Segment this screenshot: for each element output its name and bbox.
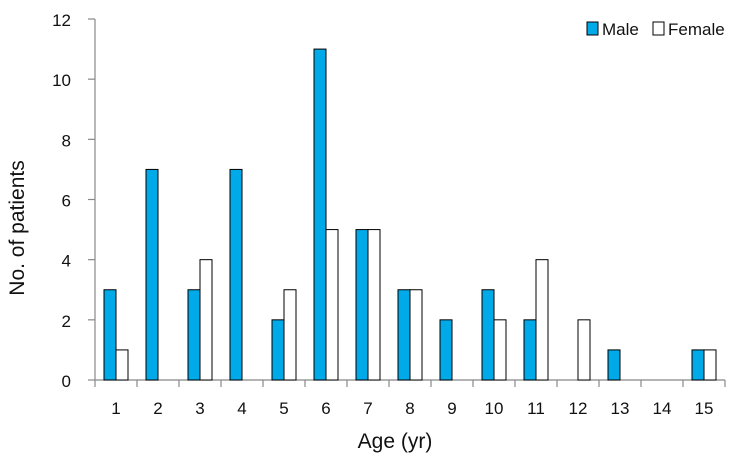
y-tick-label: 2 — [62, 312, 71, 331]
bar-male-6 — [313, 48, 327, 381]
legend-label-female: Female — [668, 20, 725, 39]
y-tick-label: 0 — [62, 372, 71, 391]
x-tick-label: 1 — [111, 399, 120, 418]
bar-male-5 — [271, 319, 285, 381]
x-tick-label: 9 — [447, 399, 456, 418]
bar-male-11 — [523, 319, 537, 381]
bar-male-3 — [187, 289, 201, 381]
x-tick-label: 11 — [527, 399, 545, 418]
bar-female-6 — [325, 229, 339, 381]
y-tick-label: 12 — [52, 11, 71, 30]
bar-female-11 — [535, 259, 549, 381]
bar-male-8 — [397, 289, 411, 381]
bar-female-15 — [703, 349, 717, 381]
bar-male-15 — [691, 349, 705, 381]
x-tick-label: 5 — [279, 399, 288, 418]
bar-male-2 — [145, 168, 159, 381]
x-tick-label: 6 — [321, 399, 330, 418]
bars — [103, 48, 717, 381]
bar-female-8 — [409, 289, 423, 381]
legend-swatch-male — [586, 21, 599, 36]
y-tick-label: 8 — [62, 131, 71, 150]
bar-female-7 — [367, 229, 381, 381]
legend: Male Female — [586, 20, 725, 39]
bar-female-1 — [115, 349, 129, 381]
x-axis-title: Age (yr) — [358, 430, 433, 453]
bar-female-3 — [199, 259, 213, 381]
x-tick-label: 13 — [611, 399, 630, 418]
x-tick-label: 3 — [195, 399, 204, 418]
x-tick-label: 15 — [695, 399, 714, 418]
x-tick-label: 4 — [237, 399, 246, 418]
bar-male-7 — [355, 229, 369, 381]
y-tick-label: 6 — [62, 192, 71, 211]
bar-male-10 — [481, 289, 495, 381]
x-tick-label: 2 — [153, 399, 162, 418]
y-axis-title: No. of patients — [6, 160, 29, 295]
y-tick-label: 4 — [62, 252, 71, 271]
x-tick-label: 12 — [569, 399, 588, 418]
y-axis: 0 2 4 6 8 10 12 — [52, 11, 96, 391]
bar-male-9 — [439, 319, 453, 381]
x-tick-label: 10 — [485, 399, 504, 418]
bar-male-13 — [607, 349, 621, 381]
x-axis: 1 2 3 4 5 6 7 8 9 10 11 12 13 14 15 — [94, 379, 726, 418]
x-tick-label: 14 — [653, 399, 672, 418]
bar-female-12 — [577, 319, 591, 381]
y-tick-label: 10 — [52, 71, 71, 90]
bar-female-10 — [493, 319, 507, 381]
x-tick-label: 7 — [363, 399, 372, 418]
legend-swatch-female — [652, 21, 665, 36]
legend-label-male: Male — [602, 20, 639, 39]
x-tick-label: 8 — [405, 399, 414, 418]
bar-male-1 — [103, 289, 117, 381]
bar-female-5 — [283, 289, 297, 381]
bar-male-4 — [229, 168, 243, 381]
